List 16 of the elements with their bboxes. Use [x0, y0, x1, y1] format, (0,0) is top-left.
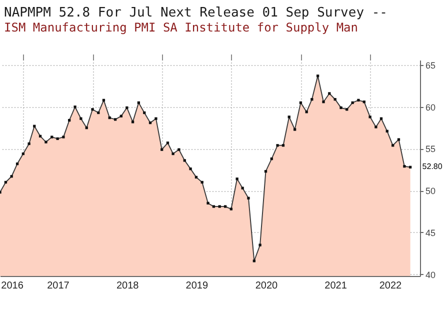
- x-tick-label: 2020: [255, 280, 278, 292]
- x-tick-label: 2016: [1, 280, 24, 292]
- x-tick-label: 2018: [116, 280, 140, 292]
- x-tick-label: 2019: [186, 280, 208, 292]
- y-tick-label: 55: [426, 144, 436, 154]
- y-tick-label: 65: [426, 60, 436, 71]
- x-tick-label: 2017: [47, 280, 70, 292]
- y-tick-label: 50: [426, 186, 436, 196]
- annotation: 52.80: [422, 162, 443, 172]
- chart-title: NAPMPM 52.8 For Jul Next Release 01 Sep Survey --: [4, 6, 388, 20]
- y-tick-label: 60: [426, 102, 436, 112]
- x-tick-label: 2021: [324, 280, 348, 292]
- chart-subtitle: ISM Manufacturing PMI SA Institute for Supply Man: [4, 20, 358, 34]
- y-tick-label: 45: [426, 228, 436, 238]
- y-tick-label: 40: [426, 270, 436, 280]
- x-tick-label: 2022: [379, 280, 402, 292]
